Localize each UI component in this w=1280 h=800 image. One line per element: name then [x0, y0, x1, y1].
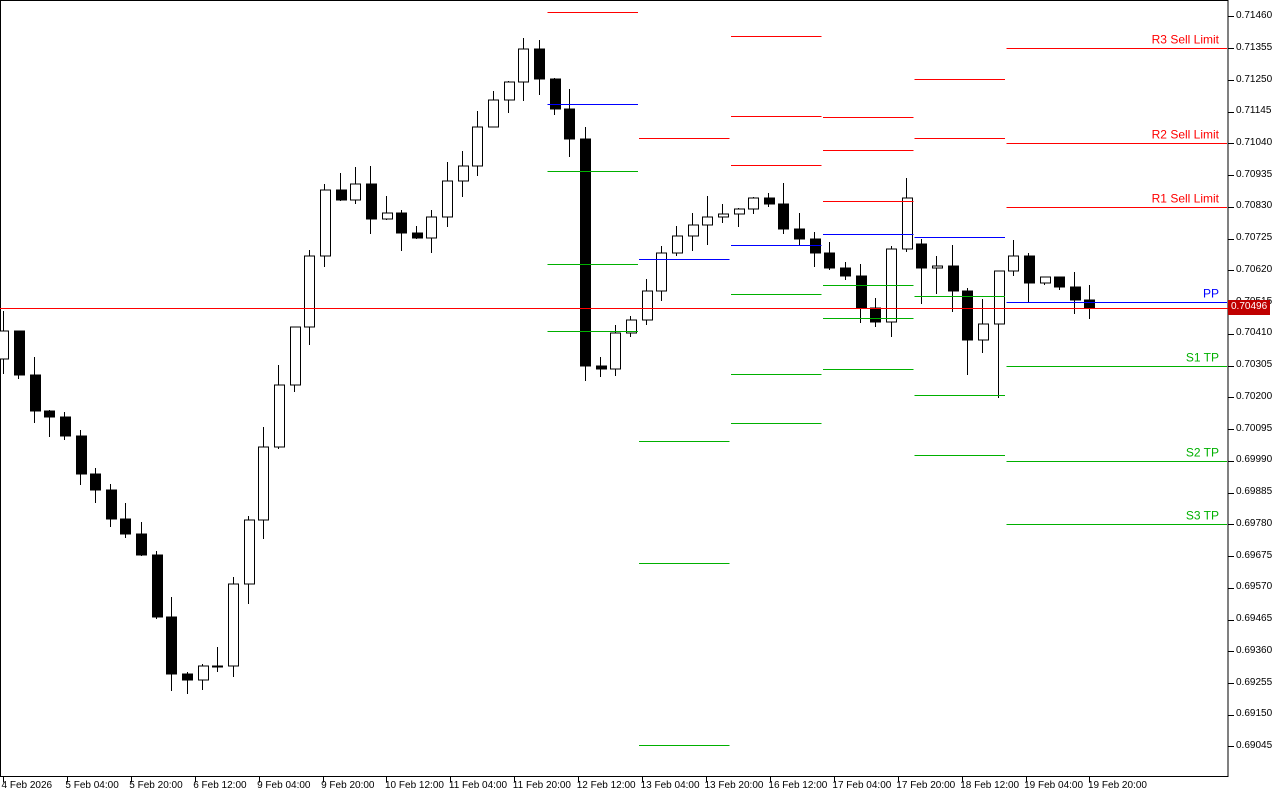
- svg-text:S3 TP: S3 TP: [1186, 509, 1219, 523]
- svg-text:R2 Sell Limit: R2 Sell Limit: [1152, 128, 1220, 142]
- svg-text:R3 Sell Limit: R3 Sell Limit: [1152, 33, 1220, 47]
- svg-text:PP: PP: [1203, 287, 1219, 301]
- svg-text:S1 TP: S1 TP: [1186, 351, 1219, 365]
- svg-text:R1 Sell Limit: R1 Sell Limit: [1152, 192, 1220, 206]
- svg-text:S2 TP: S2 TP: [1186, 446, 1219, 460]
